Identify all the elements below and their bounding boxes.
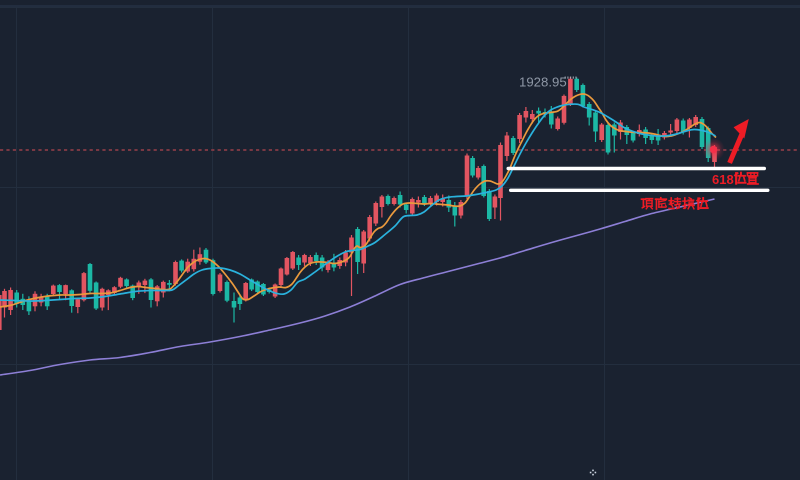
svg-text:618: 618 [712, 172, 734, 187]
svg-text:1928.95: 1928.95 [519, 75, 567, 90]
